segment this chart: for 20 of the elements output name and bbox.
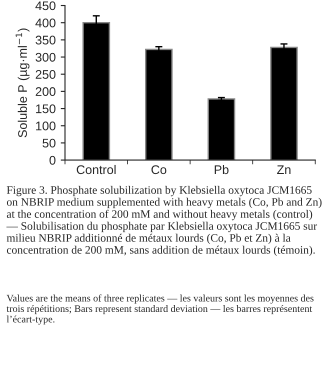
y-tick-label: 100 xyxy=(36,122,56,130)
y-tick-label: 150 xyxy=(36,104,56,114)
y-tick-label: 200 xyxy=(36,87,56,96)
y-axis-title: Soluble P (µg·ml$^{−1}$) xyxy=(16,28,30,138)
y-tick-label: 0 xyxy=(50,156,56,165)
text: Values are the means of three replicates — les valeurs sont les moyennes des trois répétitions; Bars represent standard deviation — les barres représentent l’écart-type. xyxy=(6,294,314,325)
bar xyxy=(208,98,236,160)
y-tick-label: 250 xyxy=(36,70,56,79)
y-tick-label: 400 xyxy=(35,18,56,28)
bar xyxy=(145,48,173,160)
caption: Figure 3. Phosphate solubilization by Klebsiella oxytoca JCM1665 on NBRIP medium supplemented with heavy metals (Co, Pb and Zn) at the concentration of 200 mM and without heavy metals (control) — Solubilisation du phosphate par Klebsiella oxytoca JCM1665 sur milieu NBRIP additionné de métaux lourds (Co, Pb et Zn) à la concentration de 200 mM, sans addition de métaux lourds (témoin). xyxy=(6,186,322,256)
x-tick-label: Zn xyxy=(277,165,290,174)
x-tick-label: Control xyxy=(76,164,116,174)
x-tick-label: Co xyxy=(151,165,166,174)
y-tick-label: 50 xyxy=(42,138,56,148)
y-tick-label: 300 xyxy=(36,52,56,62)
x-tick-label: Pb xyxy=(214,164,229,174)
bar xyxy=(270,46,298,160)
y-tick-label: 350 xyxy=(36,36,56,45)
y-tick-label: 450 xyxy=(35,1,56,10)
